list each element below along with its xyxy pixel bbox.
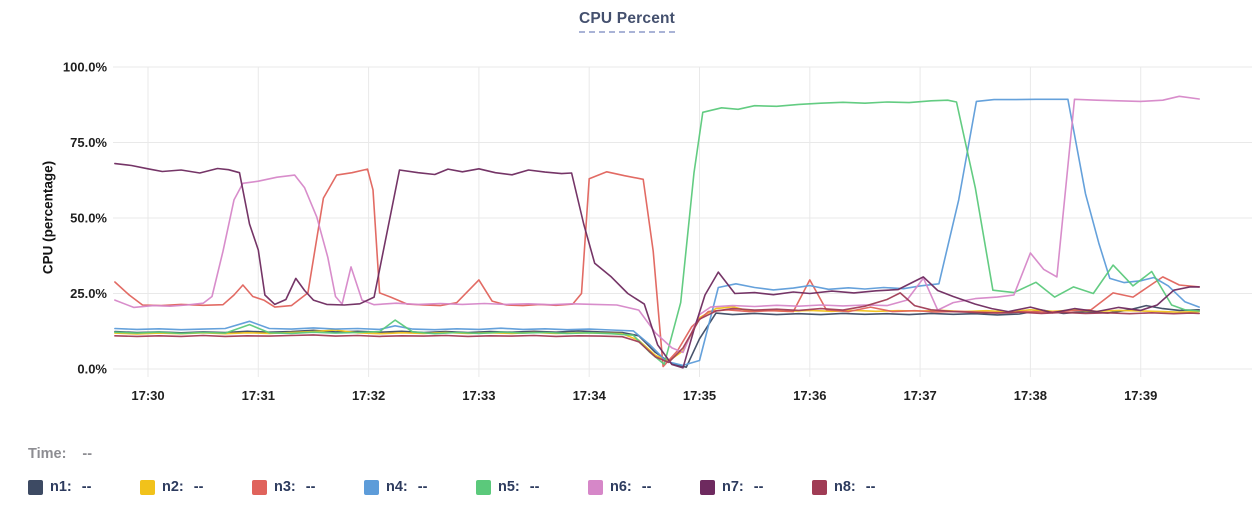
x-tick-label: 17:34 — [573, 388, 607, 403]
legend-item-n1[interactable]: n1: -- — [28, 479, 140, 495]
time-readout-value: -- — [82, 446, 93, 462]
y-tick-label: 75.0% — [70, 135, 107, 150]
legend-swatch-n6-icon — [588, 479, 603, 495]
legend-label-n1: n1: — [50, 479, 72, 495]
legend-swatch-n3-icon — [252, 479, 267, 495]
legend-swatch-n7-icon — [700, 479, 715, 495]
legend-item-n5[interactable]: n5: -- — [476, 479, 588, 495]
series-line-n5 — [114, 99, 1200, 366]
legend-label-n8: n8: — [834, 479, 856, 495]
legend-item-n4[interactable]: n4: -- — [364, 479, 476, 495]
y-tick-label: 100.0% — [63, 60, 108, 75]
legend-swatch-n8-icon — [812, 479, 827, 495]
legend-label-n5: n5: — [498, 479, 520, 495]
legend-value-n5: -- — [529, 479, 540, 495]
legend-label-n6: n6: — [610, 479, 632, 495]
y-tick-label: 0.0% — [77, 362, 107, 377]
series-line-n7 — [114, 162, 1200, 369]
chart-header: CPU Percent — [0, 10, 1254, 33]
x-tick-label: 17:32 — [352, 388, 385, 403]
legend-swatch-n1-icon — [28, 479, 43, 495]
time-readout: Time: -- — [28, 446, 92, 462]
legend-value-n2: -- — [193, 479, 204, 495]
x-tick-label: 17:35 — [683, 388, 716, 403]
legend-value-n3: -- — [305, 479, 316, 495]
legend-swatch-n5-icon — [476, 479, 491, 495]
x-tick-label: 17:31 — [242, 388, 275, 403]
legend-label-n3: n3: — [274, 479, 296, 495]
legend-item-n3[interactable]: n3: -- — [252, 479, 364, 495]
legend-label-n7: n7: — [722, 479, 744, 495]
legend-item-n7[interactable]: n7: -- — [700, 479, 812, 495]
legend-item-n8[interactable]: n8: -- — [812, 479, 924, 495]
x-tick-label: 17:36 — [793, 388, 826, 403]
y-tick-label: 25.0% — [70, 286, 107, 301]
legend-label-n2: n2: — [162, 479, 184, 495]
legend-value-n8: -- — [865, 479, 876, 495]
legend-swatch-n2-icon — [140, 479, 155, 495]
series-line-n3 — [114, 168, 1200, 368]
legend-swatch-n4-icon — [364, 479, 379, 495]
time-readout-label: Time: — [28, 446, 67, 462]
x-tick-label: 17:38 — [1014, 388, 1047, 403]
chart-legend: n1: -- n2: -- n3: -- n4: -- n5: -- n6: -… — [28, 479, 924, 495]
legend-value-n7: -- — [753, 479, 764, 495]
x-tick-label: 17:30 — [131, 388, 164, 403]
series-line-n4 — [114, 98, 1200, 367]
series-line-n6 — [114, 95, 1200, 354]
chart-title[interactable]: CPU Percent — [578, 10, 676, 33]
x-tick-label: 17:37 — [903, 388, 936, 403]
x-tick-label: 17:33 — [462, 388, 495, 403]
legend-value-n6: -- — [641, 479, 652, 495]
series-line-n8 — [114, 292, 1200, 364]
legend-value-n4: -- — [417, 479, 428, 495]
y-tick-label: 50.0% — [70, 211, 107, 226]
x-tick-label: 17:39 — [1124, 388, 1157, 403]
legend-value-n1: -- — [81, 479, 92, 495]
legend-label-n4: n4: — [386, 479, 408, 495]
legend-item-n2[interactable]: n2: -- — [140, 479, 252, 495]
legend-item-n6[interactable]: n6: -- — [588, 479, 700, 495]
